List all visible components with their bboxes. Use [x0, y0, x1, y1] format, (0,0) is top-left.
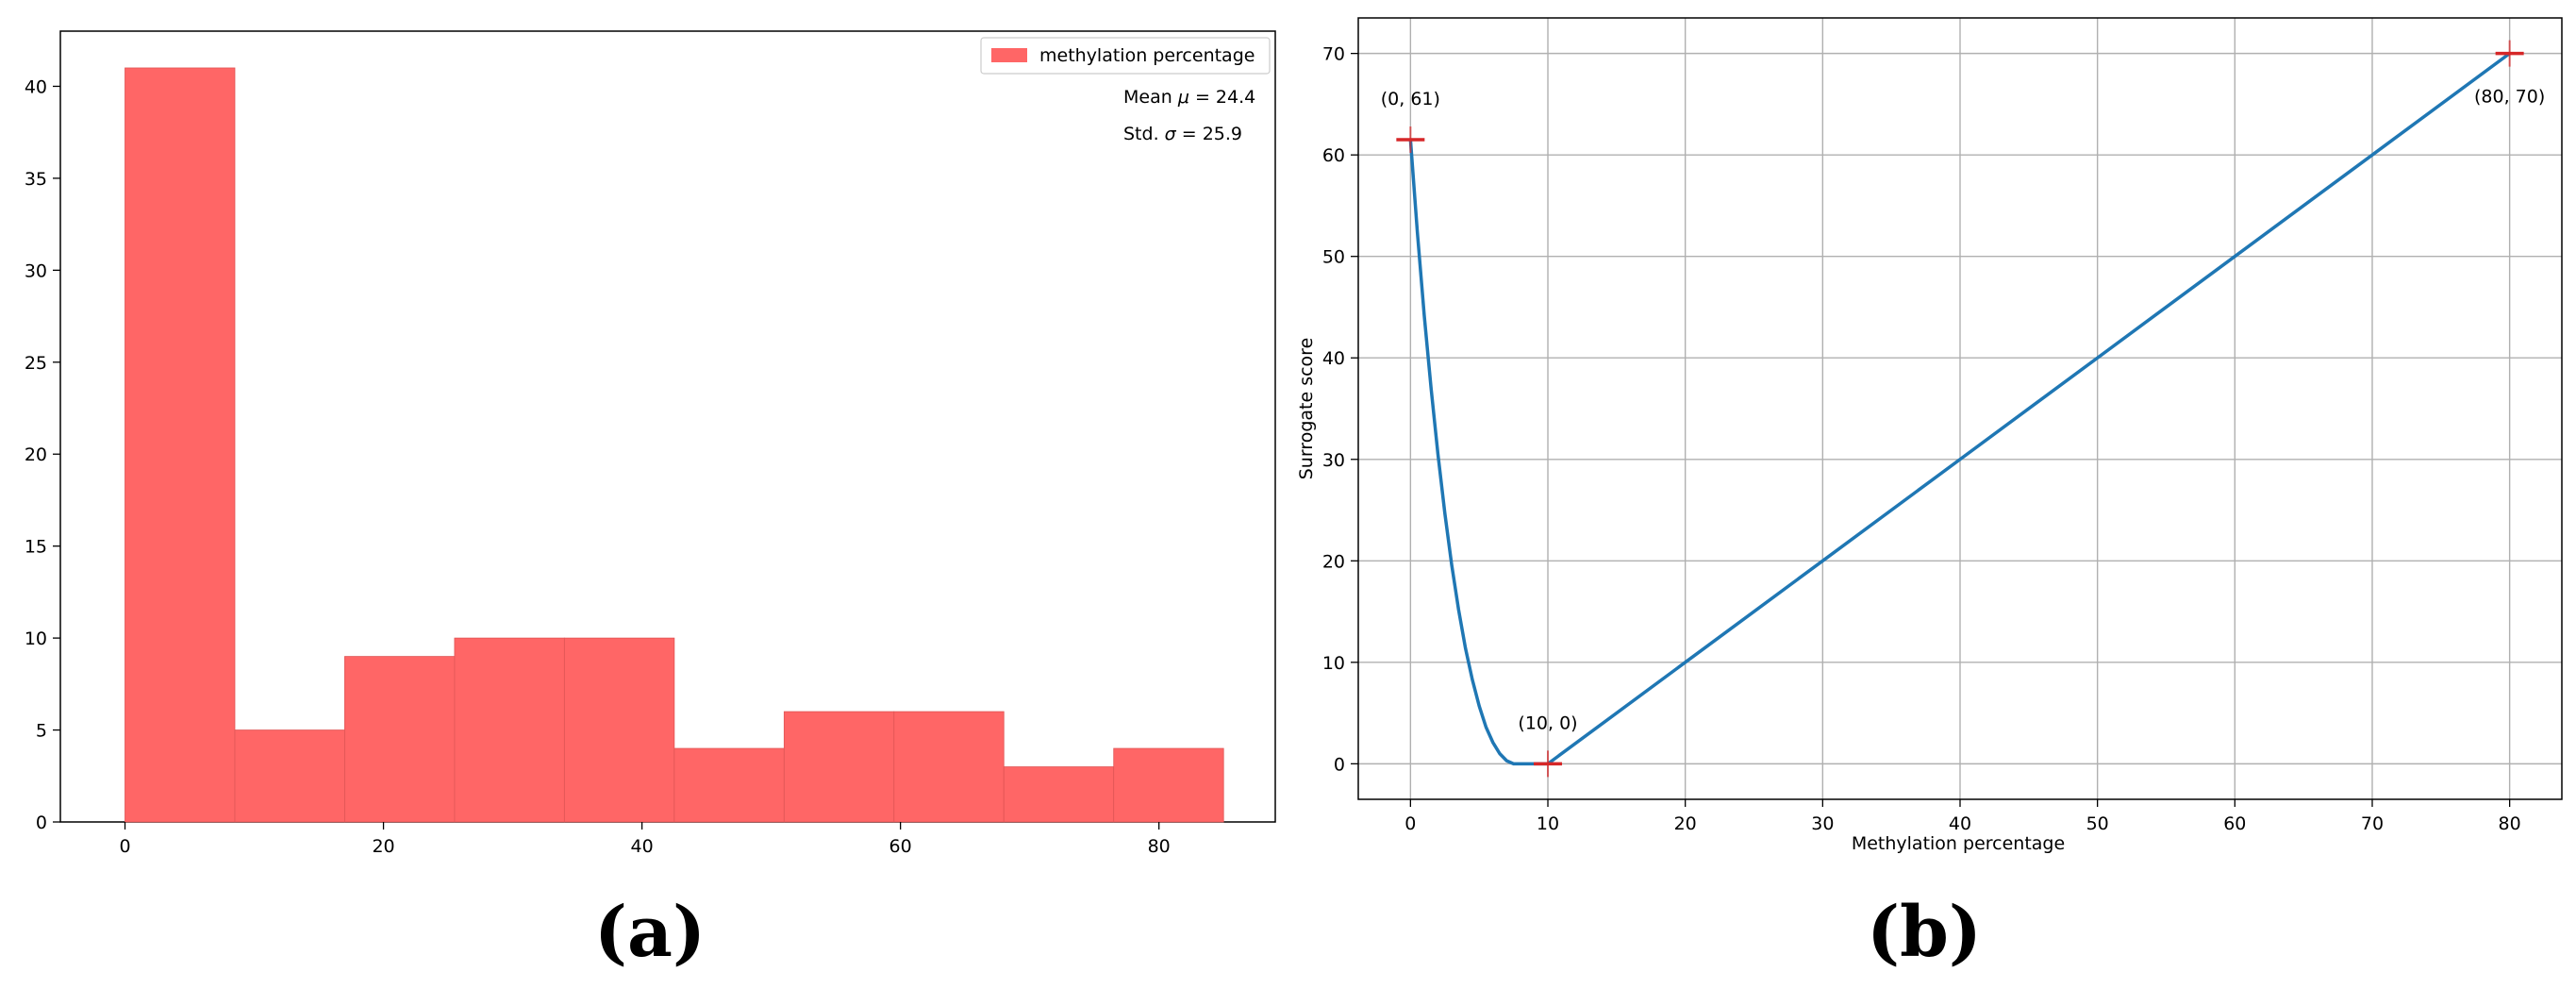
- y-tick-label: 70: [1322, 44, 1345, 65]
- x-tick-label: 80: [1148, 836, 1171, 857]
- x-tick-label: 40: [1949, 813, 1971, 834]
- y-tick-label: 50: [1322, 247, 1345, 268]
- histogram-bar: [783, 711, 895, 823]
- y-tick-label: 35: [25, 169, 47, 190]
- y-axis-label: Surrogate score: [1296, 338, 1317, 480]
- histogram-bar: [344, 656, 456, 823]
- y-tick-label: 20: [1322, 551, 1345, 572]
- x-tick-label: 60: [2223, 813, 2246, 834]
- y-tick-label: 5: [36, 721, 47, 742]
- legend-label: methylation percentage: [1039, 45, 1255, 66]
- histogram-bar: [454, 637, 565, 823]
- histogram-bar: [1113, 747, 1224, 823]
- x-tick-label: 50: [2086, 813, 2109, 834]
- histogram-bar: [125, 67, 236, 823]
- y-tick-label: 15: [25, 537, 47, 558]
- x-tick-label: 40: [631, 836, 654, 857]
- std-annotation: Std. σ = 25.9: [1123, 124, 1242, 144]
- point-label: (10, 0): [1518, 712, 1577, 733]
- histogram-bar: [234, 729, 345, 823]
- surrogate-y-ticks: 0 10 20 30 40 50 60 70: [1322, 44, 1358, 775]
- x-tick-label: 10: [1537, 813, 1559, 834]
- histogram-panel: 0 20 40 60 80 0 5 10 15 20 25 30 35 40 methylation p…: [25, 30, 1276, 973]
- y-tick-label: 0: [36, 813, 47, 833]
- point-label: (80, 70): [2474, 87, 2545, 108]
- y-tick-label: 25: [25, 353, 47, 374]
- x-tick-label: 70: [2361, 813, 2384, 834]
- x-tick-label: 30: [1811, 813, 1834, 834]
- x-axis-label: Methylation percentage: [1852, 833, 2065, 854]
- y-tick-label: 10: [25, 629, 47, 649]
- x-tick-label: 80: [2499, 813, 2521, 834]
- legend-box: [980, 37, 1271, 75]
- surrogate-x-ticks: 0 10 20 30 40 50 60 70 80: [1404, 799, 2521, 834]
- surrogate-curve: [1408, 52, 2511, 766]
- histogram-y-ticks: 0 5 10 15 20 25 30 35 40: [25, 76, 60, 833]
- y-tick-label: 60: [1322, 145, 1345, 166]
- panel-label-a: (a): [594, 892, 706, 973]
- x-tick-label: 0: [1404, 813, 1416, 834]
- y-tick-label: 0: [1334, 754, 1345, 775]
- histogram-legend: methylation percentage: [980, 37, 1271, 75]
- y-tick-label: 30: [25, 260, 47, 281]
- y-tick-label: 20: [25, 444, 47, 465]
- panel-label-b: (b): [1867, 892, 1982, 973]
- x-tick-label: 20: [372, 836, 394, 857]
- x-tick-label: 20: [1674, 813, 1697, 834]
- histogram-x-ticks: 0 20 40 60 80: [119, 822, 1171, 857]
- y-tick-label: 40: [1322, 348, 1345, 369]
- mean-annotation: Mean μ = 24.4: [1123, 87, 1255, 108]
- stats-annotations: Mean μ = 24.4 Std. σ = 25.9: [1123, 87, 1255, 144]
- point-label: (0, 61): [1381, 89, 1440, 109]
- x-tick-label: 0: [119, 836, 130, 857]
- x-tick-label: 60: [889, 836, 912, 857]
- surrogate-grid: [1358, 18, 2562, 799]
- surrogate-markers: (0, 61) (10, 0) (80, 70): [1381, 40, 2545, 778]
- histogram-bar: [893, 711, 1005, 823]
- y-tick-label: 10: [1322, 653, 1345, 674]
- histogram-bar: [1003, 766, 1115, 823]
- surrogate-panel: (0, 61) (10, 0) (80, 70) 0 10 20 30 40 50 60 70 80…: [1296, 17, 2563, 973]
- legend-swatch: [991, 48, 1027, 62]
- histogram-bar: [563, 637, 675, 823]
- y-tick-label: 30: [1322, 450, 1345, 471]
- histogram-bar: [673, 747, 785, 823]
- y-tick-label: 40: [25, 76, 47, 97]
- histogram-bars: [125, 67, 1224, 823]
